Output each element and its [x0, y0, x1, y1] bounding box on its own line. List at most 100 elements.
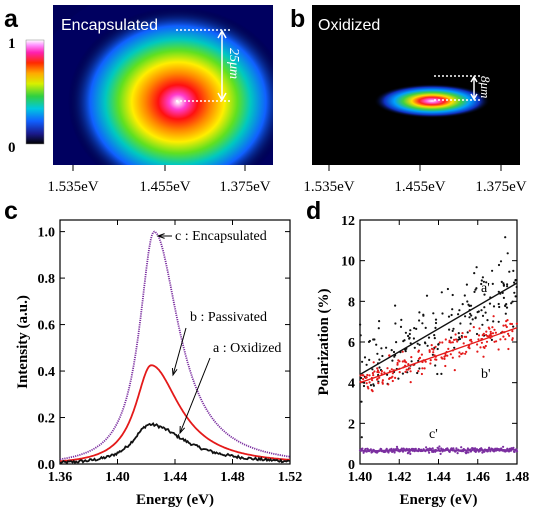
d-point: [438, 341, 441, 344]
panel-a-letter: a: [4, 5, 19, 33]
d-point: [440, 356, 443, 359]
d-point: [492, 305, 496, 308]
d-y-tick-label: 6: [348, 336, 355, 351]
image-encapsulated: Encapsulated 25μm: [53, 5, 273, 165]
d-point: [408, 332, 411, 336]
d-point: [366, 373, 369, 377]
d-point: [418, 311, 421, 314]
d-point: [464, 352, 467, 355]
d-y-tick-label: 4: [348, 377, 355, 392]
c-annotation: c : Encapsulated: [175, 229, 267, 244]
d-point: [407, 363, 410, 366]
d-point: [499, 260, 503, 263]
d-point: [468, 347, 471, 350]
d-x-tick-label: 1.42: [387, 470, 412, 485]
d-point: [452, 327, 455, 330]
d-point: [412, 337, 415, 340]
d-point: [376, 367, 379, 370]
d-point: [409, 329, 412, 332]
d-point: [434, 318, 438, 321]
d-point: [400, 447, 403, 450]
d-point: [449, 353, 452, 356]
d-point: [396, 363, 399, 366]
c-y-tick-label: 0.6: [38, 319, 56, 334]
d-point: [513, 281, 516, 284]
panel-a-tick-1: 1.535eV: [47, 179, 98, 195]
scale-b-text: 8μm: [478, 76, 493, 98]
d-point: [451, 341, 454, 344]
d-point: [457, 332, 460, 335]
d-point: [407, 334, 410, 338]
c-annotation: b : Passivated: [190, 310, 267, 325]
d-point: [361, 360, 364, 363]
scale-a-arrowhead-top: [217, 29, 227, 39]
c-x-tick-label: 1.44: [163, 470, 188, 485]
d-point: [508, 450, 511, 453]
d-point: [368, 358, 371, 361]
c-x-tick-label: 1.40: [105, 470, 130, 485]
d-point: [460, 446, 463, 449]
c-y-tick-label: 0.0: [38, 458, 56, 473]
d-point: [466, 447, 469, 450]
d-point: [465, 335, 468, 338]
d-point: [378, 320, 381, 323]
d-point: [453, 369, 456, 372]
d-point: [475, 332, 479, 336]
d-point: [456, 452, 459, 455]
d-point: [458, 337, 462, 341]
d-point: [405, 361, 408, 364]
d-point: [507, 332, 510, 335]
d-point: [417, 357, 421, 360]
d-point: [455, 447, 458, 450]
d-point: [466, 331, 469, 334]
d-point: [409, 452, 412, 455]
d-point: [404, 331, 407, 334]
d-point: [425, 446, 428, 449]
d-point: [360, 376, 363, 380]
d-point: [497, 348, 500, 351]
d-point: [403, 359, 406, 362]
image-oxidized: Oxidized 8μm: [312, 5, 520, 165]
d-point: [492, 315, 495, 318]
d-point: [391, 372, 394, 375]
panel-b-tick-2: 1.455eV: [394, 179, 445, 195]
d-point: [426, 344, 429, 347]
d-point: [512, 325, 515, 328]
d-point: [502, 324, 505, 327]
d-point: [450, 336, 453, 339]
d-point: [457, 338, 460, 341]
d-point: [432, 312, 435, 315]
d-point: [420, 372, 423, 376]
d-point: [512, 446, 515, 449]
d-point: [430, 347, 434, 350]
d-y-tick-label: 2: [348, 417, 355, 432]
d-point: [479, 346, 482, 349]
d-point: [465, 283, 468, 286]
d-point: [412, 447, 415, 451]
d-point: [417, 370, 420, 373]
panel-a-tick-3: 1.375eV: [219, 179, 270, 195]
d-point: [451, 329, 454, 332]
d-point: [493, 328, 496, 331]
d-point: [429, 362, 432, 365]
d-point: [489, 332, 492, 335]
d-point: [418, 367, 421, 370]
d-point: [469, 304, 473, 307]
d-point: [446, 287, 449, 291]
d-point: [404, 350, 407, 353]
d-point: [388, 354, 391, 357]
d-point: [463, 294, 466, 297]
d-point: [424, 326, 427, 329]
c-annotation-arrowhead: [171, 367, 178, 377]
d-point: [490, 338, 493, 341]
d-point: [472, 326, 475, 329]
d-point: [377, 327, 380, 330]
d-point: [421, 322, 424, 325]
d-point: [448, 328, 451, 331]
d-point: [387, 451, 390, 454]
d-point: [371, 379, 374, 382]
panel-b-letter: b: [290, 5, 305, 33]
d-point: [434, 345, 437, 348]
d-point: [413, 327, 416, 330]
d-point: [372, 374, 375, 377]
